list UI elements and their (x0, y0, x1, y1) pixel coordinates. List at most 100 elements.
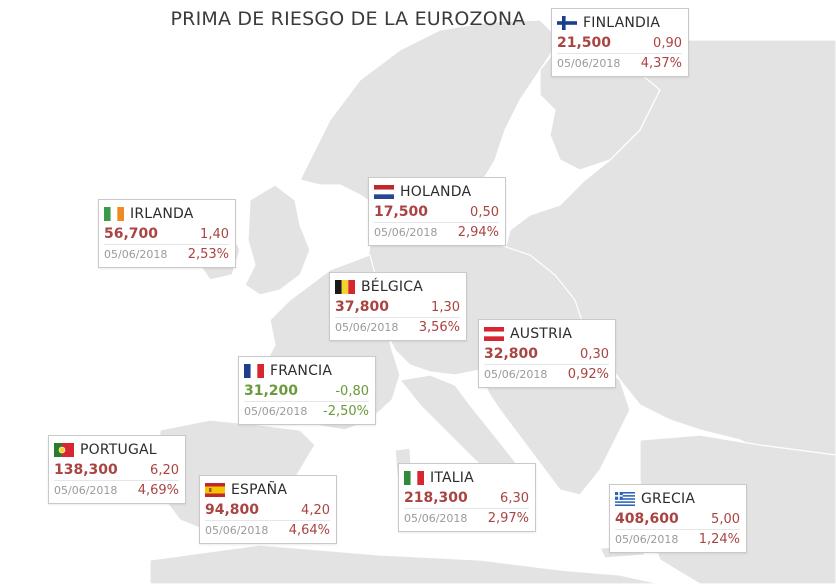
percent-change: -2,50% (323, 404, 369, 419)
country-card-francia[interactable]: FRANCIA 31,200 -0,80 05/06/2018 -2,50% (238, 356, 376, 425)
risk-premium-value: 31,200 (244, 383, 299, 399)
risk-row: 37,800 1,30 (335, 297, 460, 318)
percent-change: 3,56% (418, 320, 460, 335)
belgium-flag-icon (335, 280, 355, 294)
quote-date: 05/06/2018 (557, 57, 621, 70)
ireland-flag-icon (104, 207, 124, 221)
percent-change: 4,69% (137, 483, 179, 498)
finland-flag-icon (557, 16, 577, 30)
risk-premium-change: 4,20 (301, 503, 330, 518)
card-header: ESPAÑA (205, 480, 330, 500)
country-name: ITALIA (430, 470, 474, 486)
card-header: BÉLGICA (335, 277, 460, 297)
country-name: GRECIA (641, 491, 696, 507)
risk-row: 17,500 0,50 (374, 202, 499, 223)
quote-date: 05/06/2018 (404, 512, 468, 525)
quote-date: 05/06/2018 (615, 533, 679, 546)
risk-premium-value: 218,300 (404, 490, 468, 506)
quote-date: 05/06/2018 (374, 226, 438, 239)
country-card-grecia[interactable]: GRECIA 408,600 5,00 05/06/2018 1,24% (609, 484, 747, 553)
card-header: FRANCIA (244, 361, 369, 381)
italy-flag-icon (404, 471, 424, 485)
card-header: AUSTRIA (484, 324, 609, 344)
risk-premium-change: 1,40 (200, 227, 229, 242)
risk-row: 31,200 -0,80 (244, 381, 369, 402)
risk-premium-value: 37,800 (335, 299, 390, 315)
country-name: PORTUGAL (80, 442, 157, 458)
date-row: 05/06/2018 4,69% (54, 481, 179, 498)
country-card-belgica[interactable]: BÉLGICA 37,800 1,30 05/06/2018 3,56% (329, 272, 467, 341)
country-name: IRLANDA (130, 206, 194, 222)
country-card-portugal[interactable]: PORTUGAL 138,300 6,20 05/06/2018 4,69% (48, 435, 186, 504)
risk-premium-change: 0,30 (580, 347, 609, 362)
risk-premium-change: 1,30 (431, 300, 460, 315)
country-name: AUSTRIA (510, 326, 573, 342)
risk-row: 218,300 6,30 (404, 488, 529, 509)
risk-premium-value: 138,300 (54, 462, 118, 478)
percent-change: 4,64% (288, 523, 330, 538)
risk-premium-value: 94,800 (205, 502, 260, 518)
card-header: FINLANDIA (557, 13, 682, 33)
date-row: 05/06/2018 2,53% (104, 245, 229, 262)
card-header: HOLANDA (374, 182, 499, 202)
country-name: FRANCIA (270, 363, 333, 379)
risk-premium-value: 408,600 (615, 511, 679, 527)
card-header: PORTUGAL (54, 440, 179, 460)
risk-premium-change: 0,90 (653, 36, 682, 51)
quote-date: 05/06/2018 (104, 248, 168, 261)
country-card-italia[interactable]: ITALIA 218,300 6,30 05/06/2018 2,97% (398, 463, 536, 532)
risk-row: 408,600 5,00 (615, 509, 740, 530)
country-card-austria[interactable]: AUSTRIA 32,800 0,30 05/06/2018 0,92% (478, 319, 616, 388)
country-card-espana[interactable]: ESPAÑA 94,800 4,20 05/06/2018 4,64% (199, 475, 337, 544)
country-card-finlandia[interactable]: FINLANDIA 21,500 0,90 05/06/2018 4,37% (551, 8, 689, 77)
date-row: 05/06/2018 3,56% (335, 318, 460, 335)
britain-landmass (244, 184, 311, 296)
country-name: ESPAÑA (231, 482, 288, 498)
card-header: ITALIA (404, 468, 529, 488)
card-header: IRLANDA (104, 204, 229, 224)
portugal-flag-icon (54, 443, 74, 457)
risk-premium-change: 5,00 (711, 512, 740, 527)
date-row: 05/06/2018 4,64% (205, 521, 330, 538)
france-flag-icon (244, 364, 264, 378)
date-row: 05/06/2018 -2,50% (244, 402, 369, 419)
risk-premium-value: 17,500 (374, 204, 429, 220)
risk-row: 138,300 6,20 (54, 460, 179, 481)
risk-premium-value: 32,800 (484, 346, 539, 362)
quote-date: 05/06/2018 (244, 405, 308, 418)
risk-premium-change: 0,50 (470, 205, 499, 220)
quote-date: 05/06/2018 (484, 368, 548, 381)
map-title: PRIMA DE RIESGO DE LA EUROZONA (170, 8, 526, 30)
risk-premium-change: 6,30 (500, 491, 529, 506)
quote-date: 05/06/2018 (205, 524, 269, 537)
date-row: 05/06/2018 1,24% (615, 530, 740, 547)
risk-premium-change: -0,80 (335, 384, 369, 399)
country-name: BÉLGICA (361, 279, 423, 295)
percent-change: 2,97% (487, 511, 529, 526)
percent-change: 2,94% (457, 225, 499, 240)
country-name: FINLANDIA (583, 15, 661, 31)
risk-premium-value: 56,700 (104, 226, 159, 242)
country-card-holanda[interactable]: HOLANDA 17,500 0,50 05/06/2018 2,94% (368, 177, 506, 246)
risk-row: 56,700 1,40 (104, 224, 229, 245)
percent-change: 2,53% (187, 247, 229, 262)
risk-row: 21,500 0,90 (557, 33, 682, 54)
risk-premium-change: 6,20 (150, 463, 179, 478)
greece-flag-icon (615, 492, 635, 506)
date-row: 05/06/2018 2,97% (404, 509, 529, 526)
date-row: 05/06/2018 4,37% (557, 54, 682, 71)
date-row: 05/06/2018 0,92% (484, 365, 609, 382)
percent-change: 4,37% (640, 56, 682, 71)
north-africa-landmass (149, 544, 661, 584)
risk-row: 32,800 0,30 (484, 344, 609, 365)
country-name: HOLANDA (400, 184, 472, 200)
risk-row: 94,800 4,20 (205, 500, 330, 521)
risk-premium-value: 21,500 (557, 35, 612, 51)
percent-change: 1,24% (698, 532, 740, 547)
card-header: GRECIA (615, 489, 740, 509)
spain-flag-icon (205, 483, 225, 497)
netherlands-flag-icon (374, 185, 394, 199)
date-row: 05/06/2018 2,94% (374, 223, 499, 240)
country-card-irlanda[interactable]: IRLANDA 56,700 1,40 05/06/2018 2,53% (98, 199, 236, 268)
quote-date: 05/06/2018 (335, 321, 399, 334)
